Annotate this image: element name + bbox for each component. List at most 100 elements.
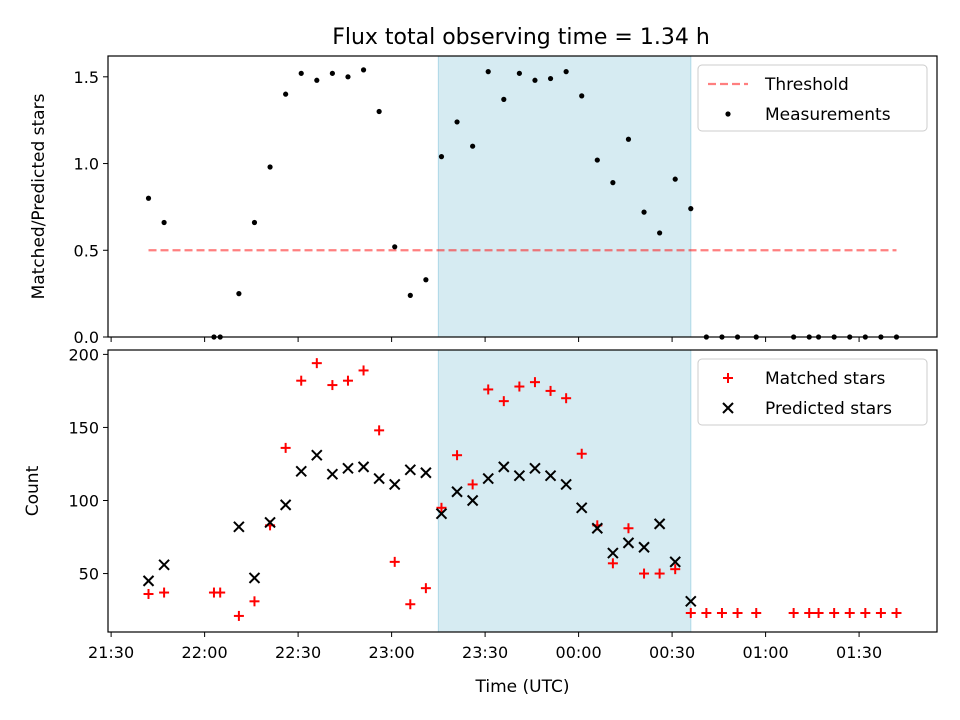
predicted-stars-point <box>342 462 354 475</box>
measurement-point <box>610 180 616 186</box>
measurement-point <box>345 74 351 80</box>
matched-stars-point <box>701 608 712 619</box>
matched-stars-point <box>804 608 815 619</box>
marker-stroke <box>142 575 155 587</box>
matched-stars-point <box>561 393 572 404</box>
legend-label: Threshold <box>764 75 849 95</box>
matched-stars-point <box>514 381 525 392</box>
marker-stroke <box>326 468 339 480</box>
predicted-stars-point <box>326 468 339 480</box>
matched-stars-point <box>498 396 509 407</box>
marker-stroke <box>498 461 510 473</box>
legend: Matched stars Predicted stars <box>697 358 928 426</box>
measurement-point <box>516 70 522 76</box>
y-tick-label: 0.0 <box>74 328 99 347</box>
predicted-stars-point <box>513 469 526 482</box>
predicted-stars-point <box>311 449 323 461</box>
matched-stars-point <box>249 596 260 607</box>
matched-stars-point <box>159 587 170 598</box>
axes-frame <box>107 55 938 338</box>
predicted-stars-point <box>560 478 572 491</box>
matched-stars-point <box>233 610 244 621</box>
y-axis-label: Matched/Predicted stars <box>29 93 49 299</box>
matched-stars-point <box>685 608 696 619</box>
x-tick-label: 21:30 <box>88 643 134 662</box>
matched-stars-point <box>327 380 338 391</box>
marker-stroke <box>264 516 276 529</box>
predicted-stars-point <box>451 486 463 498</box>
marker-stroke <box>435 507 448 520</box>
marker-stroke <box>622 537 635 549</box>
measurement-point <box>485 69 491 75</box>
x-tick-label: 00:00 <box>556 643 602 662</box>
matched-stars-point <box>545 385 556 396</box>
marker-stroke <box>233 521 245 533</box>
marker-stroke <box>248 572 261 584</box>
matched-stars-point <box>860 608 871 619</box>
marker-stroke <box>529 462 541 475</box>
predicted-stars-point <box>638 541 650 553</box>
marker-stroke <box>544 469 557 482</box>
marker-stroke <box>669 556 681 568</box>
matched-stars-point <box>311 358 322 369</box>
legend-marker <box>722 402 734 414</box>
measurement-point <box>376 108 382 115</box>
predicted-stars-point <box>544 469 557 482</box>
measurement-point <box>547 75 554 82</box>
axes-frame <box>107 349 938 633</box>
matched-stars-point <box>639 568 650 579</box>
y-tick-label: 1.5 <box>74 68 99 87</box>
predicted-stars-point <box>389 478 401 491</box>
matched-stars-point <box>452 450 463 461</box>
measurement-point <box>641 209 647 215</box>
predicted-stars-point <box>482 472 494 485</box>
matched-stars-point <box>623 523 634 534</box>
matched-stars-point <box>405 599 416 610</box>
matched-stars-point <box>654 568 665 579</box>
measurement-point <box>267 164 273 170</box>
matched-stars-point <box>374 425 385 436</box>
matched-stars-point <box>670 564 681 575</box>
matched-stars-point <box>875 608 886 619</box>
matched-stars-point <box>389 556 400 567</box>
marker-stroke <box>373 472 385 485</box>
figure-title: Flux total observing time = 1.34 h <box>332 25 710 50</box>
marker-stroke <box>513 469 526 482</box>
x-tick-label: 00:30 <box>649 643 695 662</box>
marker-stroke <box>591 522 604 534</box>
measurement-point <box>657 230 663 236</box>
predicted-stars-point <box>669 556 681 568</box>
legend-label: Measurements <box>765 105 891 125</box>
marker-stroke <box>342 462 354 475</box>
matched-stars-point <box>483 384 494 395</box>
matched-stars-point <box>844 608 855 619</box>
y-tick-label: 0.5 <box>74 241 99 260</box>
matched-stars-point <box>788 608 799 619</box>
y-tick-label: 1.0 <box>74 155 99 174</box>
matched-stars-point <box>436 502 447 513</box>
measurement-point <box>314 77 320 83</box>
matched-stars-point <box>716 608 727 619</box>
predicted-stars-point <box>685 595 697 608</box>
measurement-point <box>283 91 289 97</box>
legend-box <box>697 64 928 132</box>
marker-stroke <box>482 472 494 485</box>
matched-stars-point <box>813 608 824 619</box>
measurement-point <box>438 154 445 160</box>
predicted-stars-point <box>498 461 510 473</box>
marker-stroke <box>357 461 370 473</box>
predicted-stars-point <box>420 467 432 479</box>
measurement-point <box>501 96 507 102</box>
marker-stroke <box>279 499 292 511</box>
legend-predicted-stars: Predicted stars <box>722 399 892 419</box>
y-tick-label: 50 <box>79 565 99 584</box>
matched-stars-point <box>529 377 540 388</box>
marker-stroke <box>295 465 307 477</box>
legend-matched-stars: Matched stars <box>723 369 885 389</box>
measurement-point <box>423 277 429 283</box>
marker-stroke <box>576 502 588 514</box>
measurement-point <box>454 119 460 125</box>
measurement-point <box>298 70 304 76</box>
matched-stars-point <box>420 583 431 594</box>
y-tick-label: 200 <box>68 345 99 364</box>
